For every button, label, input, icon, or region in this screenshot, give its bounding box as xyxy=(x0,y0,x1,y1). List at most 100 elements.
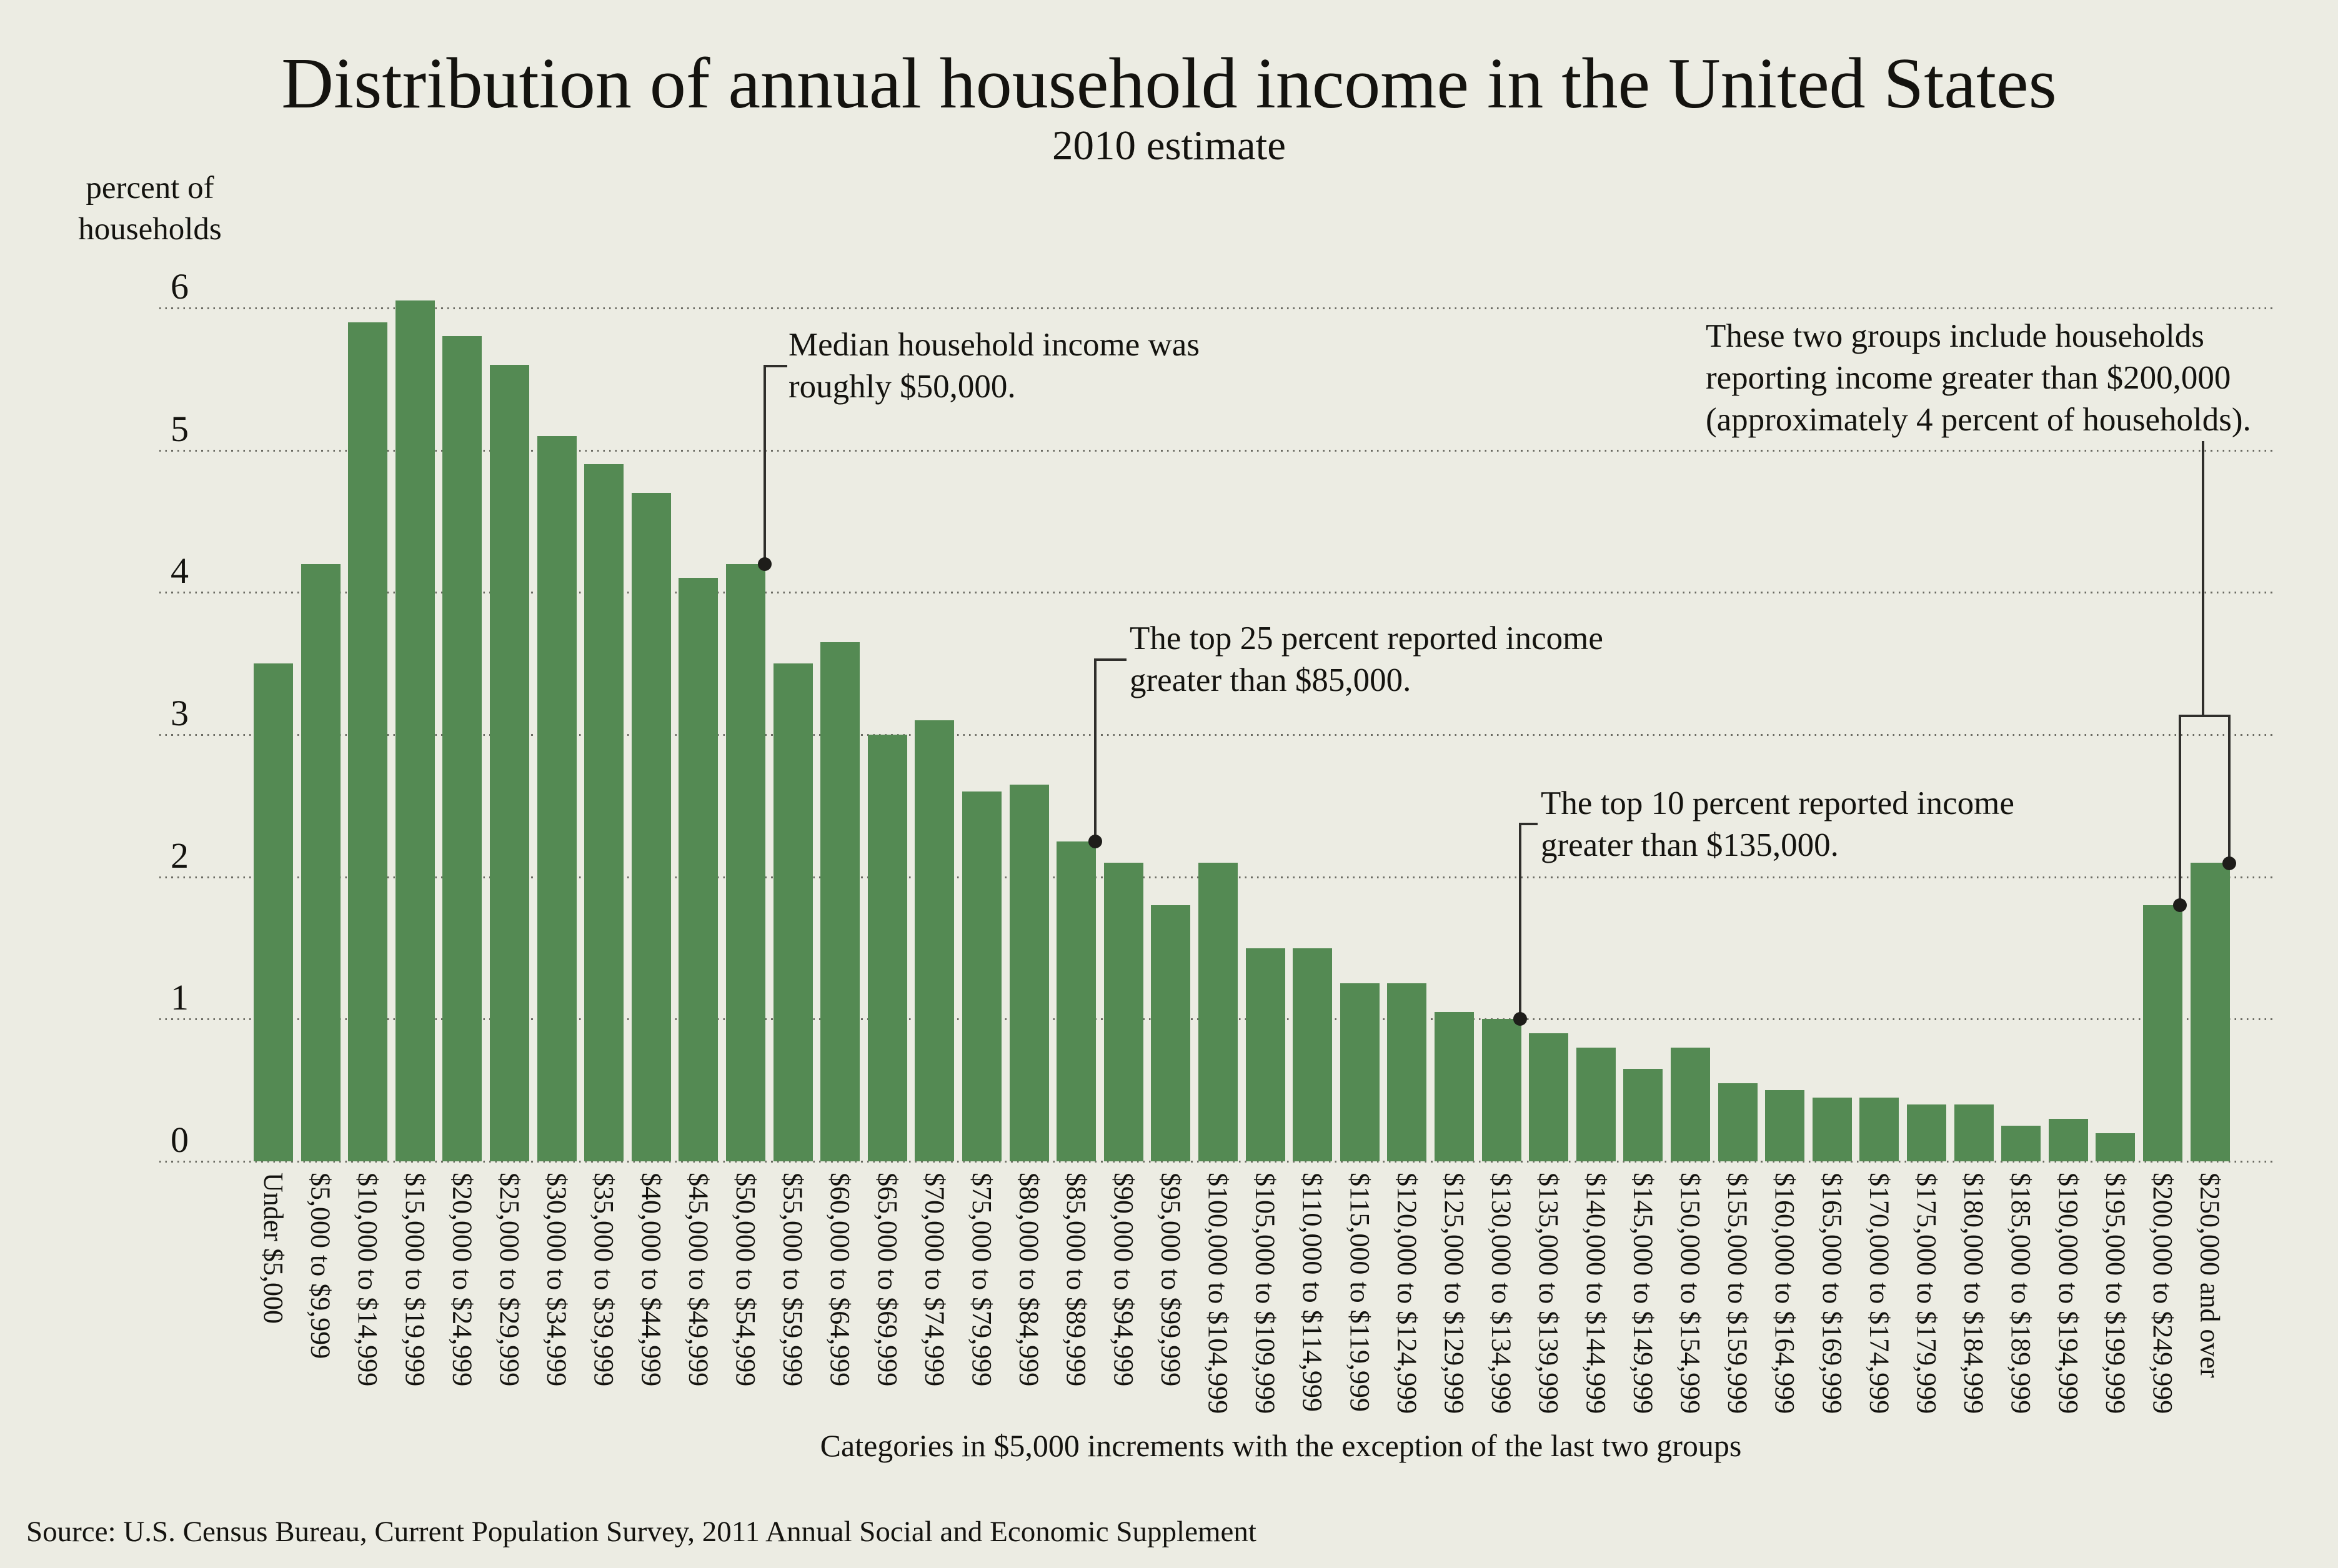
x-category-label: $105,000 to $109,999 xyxy=(1250,1173,1281,1414)
median-annotation-line1: Median household income was xyxy=(788,327,1200,363)
x-category-label: $170,000 to $174,999 xyxy=(1864,1173,1895,1414)
chart-subtitle: 2010 estimate xyxy=(1052,122,1286,169)
top25-annotation-line2: greater than $85,000. xyxy=(1130,662,1411,698)
y-tick-label-0: 0 xyxy=(171,1119,189,1160)
bar-$145,000 to $149,999 xyxy=(1623,1069,1663,1161)
x-category-label: $95,000 to $99,999 xyxy=(1155,1173,1186,1387)
x-category-label: $160,000 to $164,999 xyxy=(1769,1173,1801,1414)
x-category-label: $5,000 to $9,999 xyxy=(305,1173,336,1359)
median-annotation-text: Median household income was roughly $50,… xyxy=(788,324,1200,408)
top10-leader-line xyxy=(1519,823,1521,1019)
y-tick-label-3: 3 xyxy=(171,692,189,733)
x-category-label: $75,000 to $79,999 xyxy=(967,1173,997,1387)
bar-$105,000 to $109,999 xyxy=(1245,948,1285,1161)
median-leader-line xyxy=(764,365,766,564)
bar-$85,000 to $89,999 xyxy=(1057,841,1097,1161)
x-category-label: $100,000 to $104,999 xyxy=(1203,1173,1233,1414)
bar-$60,000 to $64,999 xyxy=(820,642,860,1161)
y-tick-label-1: 1 xyxy=(171,977,189,1018)
bar-$170,000 to $174,999 xyxy=(1859,1097,1899,1161)
y-tick-label-6: 6 xyxy=(171,265,189,307)
x-category-label: $115,000 to $119,999 xyxy=(1344,1173,1375,1412)
bar-$110,000 to $114,999 xyxy=(1293,948,1333,1161)
y-axis-title-line2: households xyxy=(78,212,222,247)
top25-annotation-line1: The top 25 percent reported income xyxy=(1130,620,1603,657)
x-category-label: $15,000 to $19,999 xyxy=(399,1173,430,1387)
gridline-4 xyxy=(159,592,2273,594)
bar-$75,000 to $79,999 xyxy=(962,791,1002,1161)
bar-$155,000 to $159,999 xyxy=(1718,1083,1758,1161)
x-category-label: $65,000 to $69,999 xyxy=(872,1173,903,1387)
bar-Under $5,000 xyxy=(254,663,293,1161)
x-category-label: $150,000 to $154,999 xyxy=(1675,1173,1706,1414)
top25-leader-elbow xyxy=(1094,658,1127,661)
y-axis-title: percent of households xyxy=(56,167,244,250)
x-category-label: $35,000 to $39,999 xyxy=(589,1173,620,1387)
x-category-label: $20,000 to $24,999 xyxy=(447,1173,478,1387)
bar-$135,000 to $139,999 xyxy=(1529,1033,1569,1161)
bar-$25,000 to $29,999 xyxy=(490,364,529,1161)
top25-leader-line xyxy=(1094,658,1097,841)
median-annotation-line2: roughly $50,000. xyxy=(788,369,1016,405)
bar-$115,000 to $119,999 xyxy=(1340,983,1380,1161)
top-two-groups-stem-line xyxy=(2202,441,2204,717)
bar-$15,000 to $19,999 xyxy=(395,300,435,1161)
bar-$65,000 to $69,999 xyxy=(867,734,907,1161)
top10-annotation-text: The top 10 percent reported income great… xyxy=(1541,783,2014,866)
x-category-label: $30,000 to $34,999 xyxy=(541,1173,572,1387)
bar-$200,000 to $249,999 xyxy=(2143,905,2182,1161)
source-line: Source: U.S. Census Bureau, Current Popu… xyxy=(26,1516,1256,1548)
x-category-label: $60,000 to $64,999 xyxy=(825,1173,856,1387)
top-two-groups-dot-right xyxy=(2222,856,2236,870)
x-category-label: $45,000 to $49,999 xyxy=(683,1173,714,1387)
x-category-label: $120,000 to $124,999 xyxy=(1391,1173,1423,1414)
x-category-label: $165,000 to $169,999 xyxy=(1816,1173,1848,1414)
x-category-label: $80,000 to $84,999 xyxy=(1013,1173,1045,1387)
x-category-label: Under $5,000 xyxy=(258,1173,289,1324)
x-category-label: $110,000 to $114,999 xyxy=(1297,1173,1328,1412)
y-tick-label-5: 5 xyxy=(171,408,189,449)
x-category-label: $85,000 to $89,999 xyxy=(1061,1173,1092,1387)
top10-marker-dot xyxy=(1513,1012,1527,1026)
top25-annotation-text: The top 25 percent reported income great… xyxy=(1130,618,1603,702)
bar-$70,000 to $74,999 xyxy=(915,720,955,1161)
x-category-label: $125,000 to $129,999 xyxy=(1439,1173,1470,1414)
chart-title: Distribution of annual household income … xyxy=(281,44,2057,124)
bar-$30,000 to $34,999 xyxy=(537,435,577,1161)
top-two-groups-bracket-right-leg xyxy=(2228,715,2231,863)
gridline-0 xyxy=(159,1161,2273,1163)
x-category-label: $250,000 and over xyxy=(2194,1173,2226,1378)
median-leader-elbow xyxy=(764,365,787,367)
bar-$50,000 to $54,999 xyxy=(726,563,765,1161)
x-category-label: $130,000 to $134,999 xyxy=(1486,1173,1517,1414)
x-category-label: $200,000 to $249,999 xyxy=(2147,1173,2178,1414)
x-category-label: $90,000 to $94,999 xyxy=(1108,1173,1139,1387)
bar-$125,000 to $129,999 xyxy=(1435,1011,1474,1161)
x-category-label: $185,000 to $189,999 xyxy=(2006,1173,2037,1414)
bar-$180,000 to $184,999 xyxy=(1954,1104,1994,1161)
median-marker-dot xyxy=(758,557,772,571)
bar-$80,000 to $84,999 xyxy=(1009,784,1049,1161)
bar-$20,000 to $24,999 xyxy=(442,336,482,1161)
bar-$100,000 to $104,999 xyxy=(1198,862,1238,1161)
top10-leader-elbow xyxy=(1519,823,1538,825)
gridline-6 xyxy=(159,307,2273,309)
top25-marker-dot xyxy=(1088,835,1102,848)
top-two-groups-line3: (approximately 4 percent of households). xyxy=(1706,402,2251,438)
x-category-label: $155,000 to $159,999 xyxy=(1722,1173,1753,1414)
x-category-label: $190,000 to $194,999 xyxy=(2052,1173,2084,1414)
bar-$40,000 to $44,999 xyxy=(631,492,671,1161)
bar-$130,000 to $134,999 xyxy=(1481,1019,1521,1161)
x-category-label: $40,000 to $44,999 xyxy=(635,1173,667,1387)
bar-$175,000 to $179,999 xyxy=(1907,1104,1946,1161)
x-category-label: $25,000 to $29,999 xyxy=(494,1173,525,1387)
bar-$90,000 to $94,999 xyxy=(1103,862,1143,1161)
bar-$45,000 to $49,999 xyxy=(679,578,719,1161)
x-category-label: $140,000 to $144,999 xyxy=(1580,1173,1611,1414)
x-category-label: $55,000 to $59,999 xyxy=(777,1173,808,1387)
bar-$160,000 to $164,999 xyxy=(1765,1090,1805,1161)
bar-$195,000 to $199,999 xyxy=(2096,1133,2136,1161)
bar-$35,000 to $39,999 xyxy=(584,464,624,1161)
top10-annotation-line1: The top 10 percent reported income xyxy=(1541,785,2014,821)
